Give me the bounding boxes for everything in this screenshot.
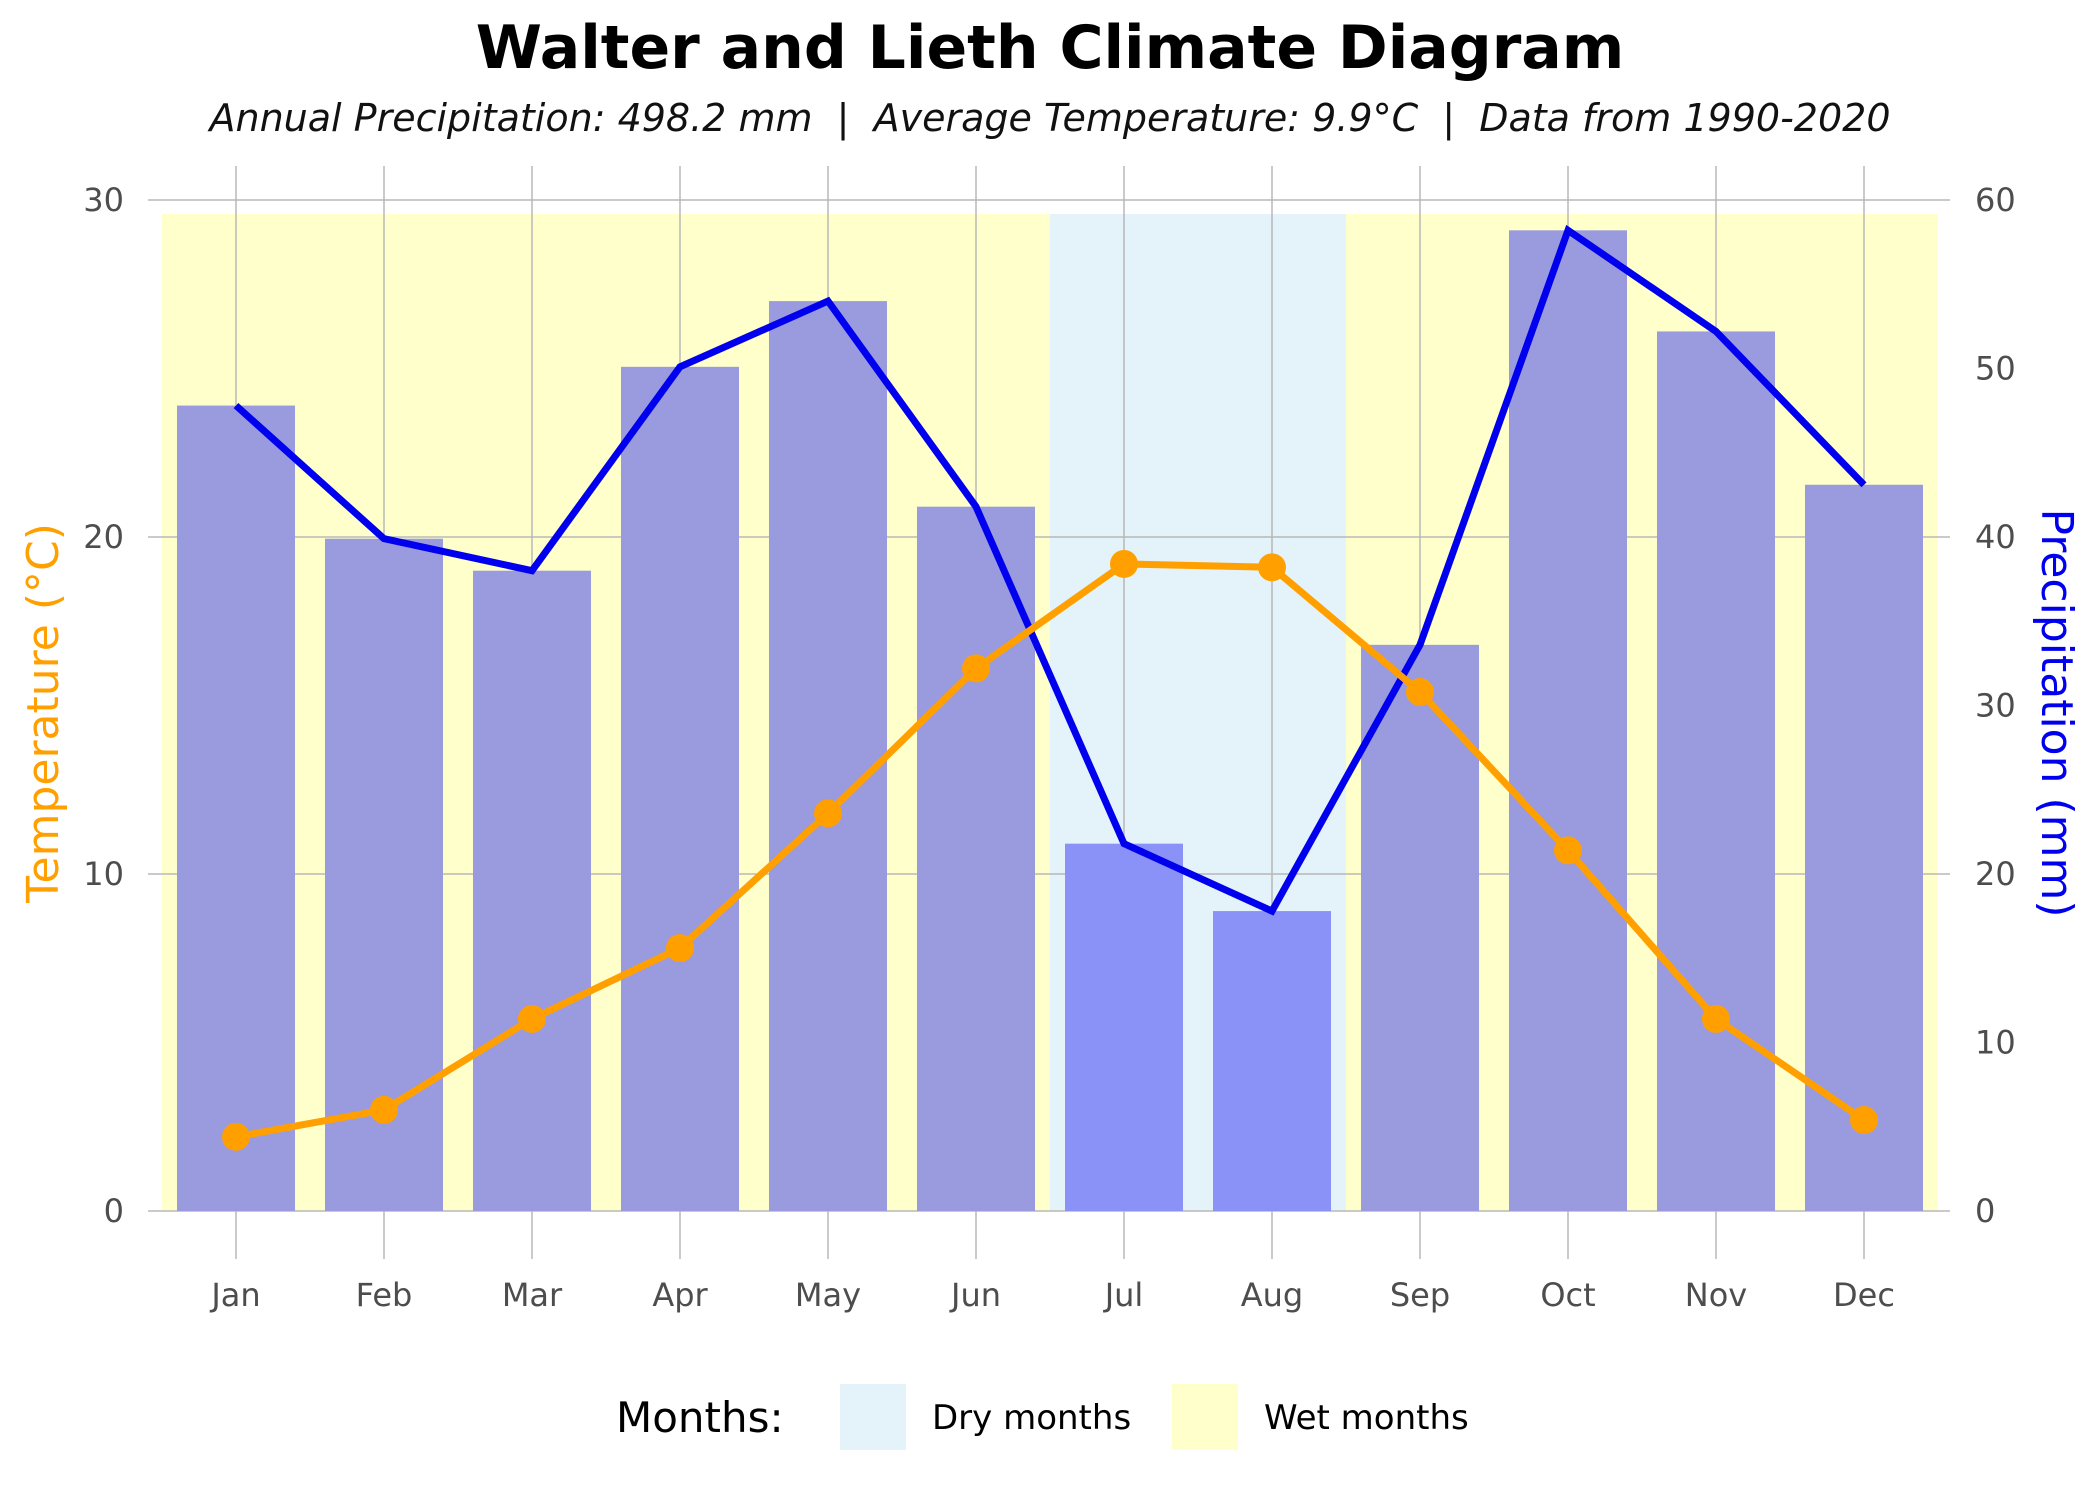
y-tick-left: 0 — [104, 1192, 124, 1230]
x-tick-oct: Oct — [1540, 1276, 1595, 1314]
y-tick-right: 60 — [1975, 181, 2016, 219]
temp-point-nov — [1702, 1004, 1730, 1033]
temp-point-dec — [1850, 1106, 1878, 1135]
x-tick-apr: Apr — [652, 1276, 708, 1314]
legend-swatch-dry — [840, 1384, 906, 1450]
temp-point-sep — [1406, 678, 1434, 707]
y-tick-right: 0 — [1975, 1192, 1995, 1230]
precip-series-line — [233, 224, 1867, 916]
y-tick-right: 20 — [1975, 855, 2016, 893]
x-tick-mar: Mar — [502, 1276, 563, 1314]
x-tick-jan: Jan — [209, 1276, 260, 1314]
x-tick-dec: Dec — [1833, 1276, 1895, 1314]
temp-point-apr — [666, 934, 694, 963]
y-tick-left: 10 — [83, 855, 124, 893]
precip-bar-jun — [917, 506, 1035, 1211]
chart-title: Walter and Lieth Climate Diagram — [476, 13, 1625, 83]
temp-point-jun — [962, 654, 990, 683]
x-tick-nov: Nov — [1685, 1276, 1747, 1314]
temp-point-jul — [1110, 549, 1138, 578]
x-tick-aug: Aug — [1241, 1276, 1303, 1314]
temp-point-oct — [1554, 836, 1582, 865]
y-tick-left: 30 — [83, 181, 124, 219]
legend-label-wet: Wet months — [1264, 1398, 1469, 1438]
precip-bar-aug — [1213, 911, 1331, 1211]
legend-title: Months: — [616, 1393, 784, 1442]
chart-subtitle: Annual Precipitation: 498.2 mm | Average… — [207, 96, 1891, 141]
precipitation-line — [233, 224, 1867, 916]
x-tick-jul: Jul — [1103, 1276, 1144, 1314]
y-tick-right: 50 — [1975, 350, 2016, 388]
precip-bar-sep — [1361, 644, 1479, 1211]
legend-label-dry: Dry months — [932, 1398, 1131, 1438]
temp-point-jan — [222, 1122, 250, 1151]
temp-point-mar — [518, 1004, 546, 1033]
precip-bar-apr — [621, 366, 739, 1211]
precip-bar-jan — [177, 405, 295, 1211]
temp-point-may — [814, 799, 842, 828]
precipitation-bars — [177, 230, 1923, 1212]
precip-bar-nov — [1657, 331, 1775, 1211]
temperature-series — [222, 549, 1878, 1151]
x-tick-sep: Sep — [1390, 1276, 1450, 1314]
x-tick-may: May — [795, 1276, 861, 1314]
y-tick-right: 40 — [1975, 518, 2016, 556]
y-axis-label-right: Precipitation (mm) — [2031, 508, 2082, 917]
legend: Months: Dry months Wet months — [616, 1384, 1469, 1450]
x-tick-feb: Feb — [356, 1276, 413, 1314]
axis-ticks: 0 10 20 30 0 10 20 30 40 50 60 Jan Feb Mar Apr May Jun Ju… — [83, 181, 2015, 1314]
precip-bar-dec — [1805, 484, 1923, 1211]
y-tick-right: 30 — [1975, 687, 2016, 725]
precip-bar-mar — [473, 570, 591, 1211]
x-tick-jun: Jun — [949, 1276, 1001, 1314]
temp-point-aug — [1258, 553, 1286, 582]
y-tick-right: 10 — [1975, 1024, 2016, 1062]
temp-point-feb — [370, 1095, 398, 1124]
y-tick-left: 20 — [83, 518, 124, 556]
precip-bar-jul — [1065, 843, 1183, 1211]
precip-bar-may — [769, 301, 887, 1212]
y-axis-label-left: Temperature (°C) — [18, 523, 69, 904]
precip-bar-oct — [1509, 230, 1627, 1211]
legend-swatch-wet — [1172, 1384, 1238, 1450]
temp-series-line — [235, 560, 1866, 1141]
